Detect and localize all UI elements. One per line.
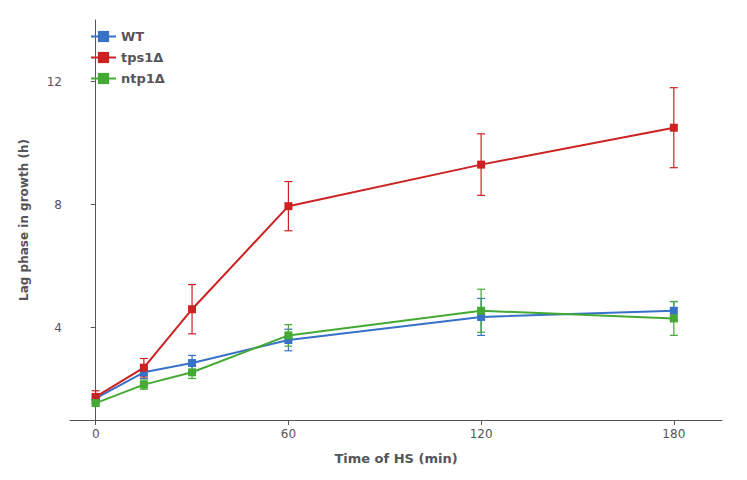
svg-text:Lag phase in growth (h): Lag phase in growth (h) bbox=[17, 139, 31, 301]
svg-text:60: 60 bbox=[281, 427, 296, 441]
svg-text:4: 4 bbox=[54, 321, 62, 335]
svg-text:12: 12 bbox=[47, 75, 62, 89]
svg-text:ntp1Δ: ntp1Δ bbox=[121, 71, 165, 86]
svg-text:0: 0 bbox=[92, 427, 100, 441]
svg-text:tps1Δ: tps1Δ bbox=[121, 50, 163, 65]
svg-text:120: 120 bbox=[470, 427, 493, 441]
svg-text:8: 8 bbox=[54, 198, 62, 212]
svg-text:Time of HS (min): Time of HS (min) bbox=[334, 451, 457, 466]
svg-text:WT: WT bbox=[121, 29, 144, 44]
svg-text:180: 180 bbox=[662, 427, 685, 441]
